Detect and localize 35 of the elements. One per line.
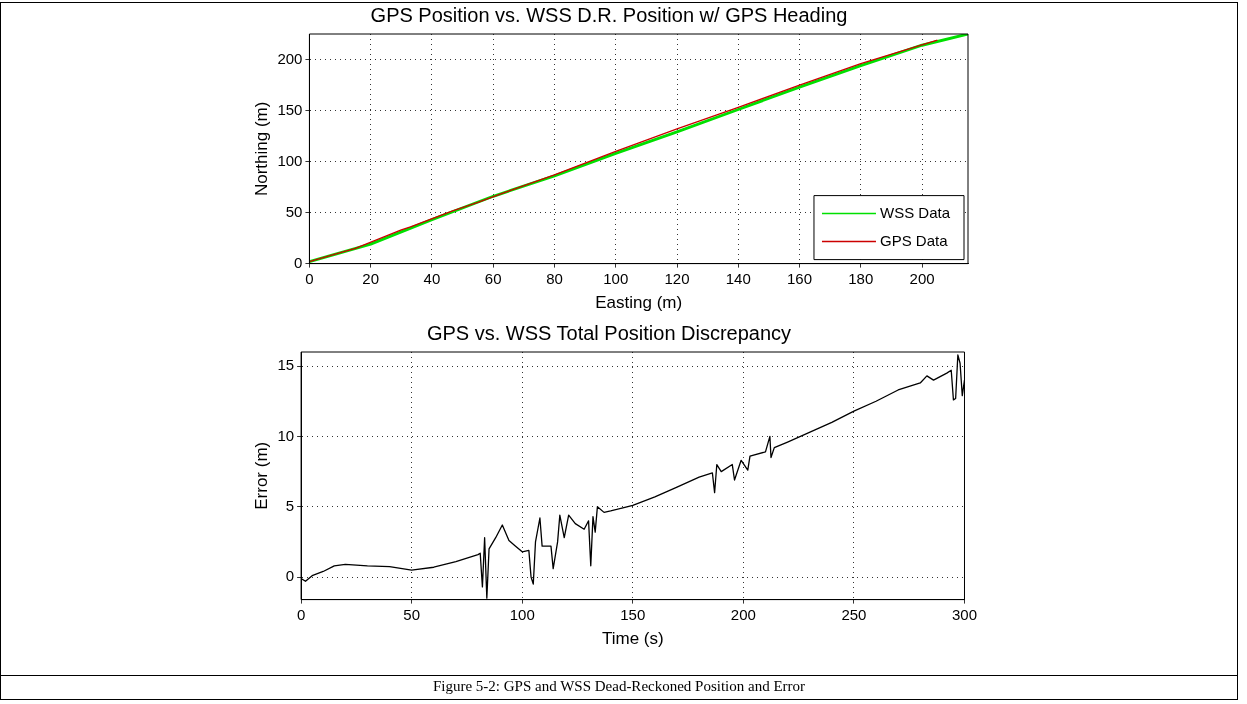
- x-tick-label: 120: [664, 269, 690, 287]
- x-axis-title: Easting (m): [595, 293, 683, 313]
- y-tick-label: 200: [277, 49, 303, 67]
- y-tick-label: 50: [285, 202, 303, 220]
- x-tick-label: 100: [603, 269, 629, 287]
- x-tick-label: 60: [484, 269, 502, 287]
- x-tick-label: 200: [909, 269, 935, 287]
- x-tick-label: 150: [620, 605, 646, 623]
- x-tick-label: 200: [730, 605, 756, 623]
- legend-label: GPS Data: [879, 231, 949, 249]
- x-tick-label: 140: [725, 269, 751, 287]
- chart-title: GPS vs. WSS Total Position Discrepancy: [426, 321, 792, 344]
- x-tick-label: 250: [841, 605, 867, 623]
- y-tick-label: 0: [294, 253, 303, 271]
- x-tick-label: 0: [305, 269, 314, 287]
- y-axis-title: Northing (m): [251, 101, 271, 197]
- y-tick-label: 0: [285, 567, 295, 585]
- x-tick-label: 50: [403, 605, 420, 623]
- y-tick-label: 5: [285, 496, 295, 514]
- x-tick-label: 100: [509, 605, 535, 623]
- x-tick-label: 180: [848, 269, 874, 287]
- x-tick-label: 80: [546, 269, 563, 287]
- chart-title: GPS Position vs. WSS D.R. Position w/ GPS Heading: [370, 3, 848, 26]
- caption: Figure 5-2: GPS and WSS Dead-Reckoned Position and Error: [431, 678, 807, 695]
- x-axis-title: Time (s): [601, 629, 664, 649]
- x-tick-label: 20: [362, 269, 380, 287]
- y-tick-label: 15: [277, 356, 295, 374]
- y-tick-label: 10: [277, 426, 295, 444]
- y-tick-label: 100: [277, 151, 303, 169]
- x-tick-label: 40: [423, 269, 441, 287]
- x-tick-label: 160: [787, 269, 813, 287]
- x-tick-label: 300: [951, 605, 977, 623]
- legend-label: WSS Data: [879, 203, 951, 221]
- y-axis-title: Error (m): [251, 441, 271, 510]
- y-tick-label: 150: [277, 100, 303, 118]
